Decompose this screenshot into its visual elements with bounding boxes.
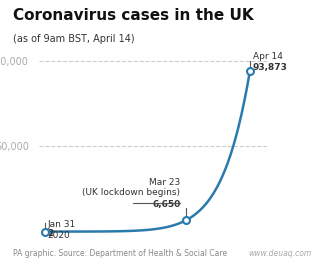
Text: (as of 9am BST, April 14): (as of 9am BST, April 14): [13, 34, 135, 44]
Text: Mar 23
(UK lockdown begins): Mar 23 (UK lockdown begins): [83, 178, 180, 198]
Text: 93,873: 93,873: [253, 63, 288, 72]
Text: 6,650: 6,650: [152, 200, 180, 209]
Text: www.deuaq.com: www.deuaq.com: [249, 249, 312, 258]
Text: PA graphic. Source: Department of Health & Social Care: PA graphic. Source: Department of Health…: [13, 249, 227, 258]
Text: Coronavirus cases in the UK: Coronavirus cases in the UK: [13, 8, 254, 23]
Text: Jan 31
2020: Jan 31 2020: [47, 220, 76, 240]
Text: Apr 14: Apr 14: [253, 52, 282, 61]
Text: 2: 2: [47, 229, 54, 238]
